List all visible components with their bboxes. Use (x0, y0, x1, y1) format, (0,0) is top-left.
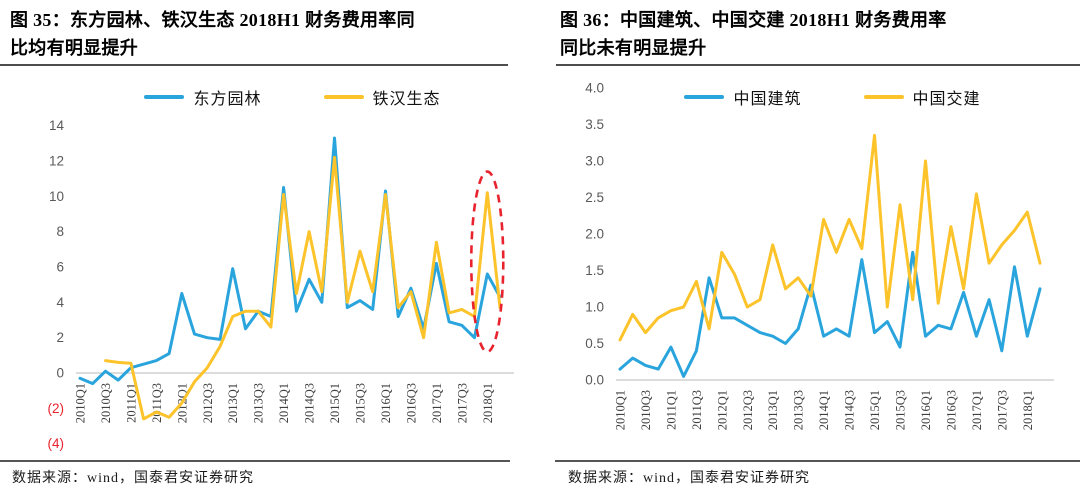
x-axis-tick-label: 2014Q3 (843, 390, 857, 430)
figure-36-title: 图 36：中国建筑、中国交建 2018H1 财务费用率 同比未有明显提升 (560, 6, 1072, 62)
x-axis-tick-label: 2011Q1 (664, 390, 678, 430)
figure-title-line1: 图 36：中国建筑、中国交建 2018H1 财务费用率 (560, 10, 947, 30)
figure-36-legend: 中国建筑 中国交建 (610, 85, 1055, 109)
legend-line-swatch (144, 95, 185, 99)
figure-35-legend: 东方园林 铁汉生态 (70, 85, 515, 109)
y-axis-tick-label: 0 (56, 366, 64, 381)
source-divider (0, 460, 510, 462)
x-axis-tick-label: 2013Q1 (766, 390, 780, 430)
x-axis-tick-label: 2013Q3 (252, 383, 266, 423)
x-axis-tick-label: 2010Q1 (74, 383, 88, 423)
y-axis-tick-label: 3.0 (585, 154, 604, 169)
legend-line-swatch (863, 95, 904, 99)
y-axis-tick-label: 3.5 (585, 117, 604, 132)
y-axis-tick-label: 1.0 (585, 300, 604, 315)
x-axis-tick-label: 2016Q1 (919, 390, 933, 430)
y-axis-tick-label: 0.5 (585, 336, 604, 351)
y-axis-tick-label: 4 (56, 295, 64, 310)
x-axis-tick-label: 2017Q3 (995, 390, 1009, 430)
figure-35-chart-area: 14 12 10 8 6 4 2 0 (2) (4) 2010Q1 2010Q3 2011Q1 2011Q… (0, 75, 540, 455)
title-divider (0, 64, 508, 66)
x-axis-tick-label: 2010Q3 (639, 390, 653, 430)
x-axis-tick-label: 2012Q1 (715, 390, 729, 430)
legend-item: 中国建筑 (684, 85, 801, 109)
x-axis-tick-label: 2010Q1 (614, 390, 628, 430)
figure-title-line2: 同比未有明显提升 (560, 38, 707, 58)
y-axis-tick-label: (4) (48, 436, 65, 451)
x-axis-tick-label: 2013Q1 (226, 383, 240, 423)
x-axis-tick-label: 2017Q3 (455, 383, 469, 423)
y-axis-tick-label: 2.0 (585, 227, 604, 242)
x-axis-tick-label: 2014Q3 (303, 383, 317, 423)
legend-item: 东方园林 (144, 85, 261, 109)
x-axis-tick-label: 2018Q1 (481, 383, 495, 423)
x-axis-tick-label: 2010Q3 (99, 383, 113, 423)
figure-title-line2: 比均有明显提升 (10, 38, 139, 58)
legend-line-swatch (684, 95, 725, 99)
x-axis-tick-label: 2013Q3 (792, 390, 806, 430)
legend-label: 东方园林 (193, 91, 262, 108)
figure-title-line1: 图 35：东方园林、铁汉生态 2018H1 财务费用率同 (10, 10, 415, 30)
x-axis-tick-label: 2011Q3 (150, 383, 164, 423)
figure-35-panel: 图 35：东方园林、铁汉生态 2018H1 财务费用率同 比均有明显提升 14 1… (0, 6, 540, 486)
x-axis-tick-label: 2014Q1 (277, 383, 291, 423)
legend-item: 中国交建 (863, 85, 981, 109)
title-divider (556, 64, 1080, 66)
series-line-0 (618, 250, 1042, 378)
legend-line-swatch (323, 95, 364, 99)
y-axis-tick-label: 4.0 (585, 81, 604, 96)
x-axis-tick-label: 2015Q3 (354, 383, 368, 423)
source-divider (555, 460, 1080, 462)
x-axis-tick-label: 2016Q3 (404, 383, 418, 423)
y-axis-tick-label: 12 (49, 153, 64, 168)
y-axis-tick-label: 10 (49, 189, 64, 204)
x-axis-tick-label: 2016Q1 (379, 383, 393, 423)
x-axis-tick-label: 2011Q1 (124, 383, 138, 423)
y-axis-tick-label: (2) (48, 401, 65, 416)
x-axis-tick-label: 2015Q1 (328, 383, 342, 423)
data-source-note: 数据来源：wind，国泰君安证券研究 (568, 471, 810, 486)
y-axis-tick-label: 1.5 (585, 263, 604, 278)
y-axis-tick-label: 2.5 (585, 190, 604, 205)
figure-36-panel: 图 36：中国建筑、中国交建 2018H1 财务费用率 同比未有明显提升 4.0… (540, 0, 1080, 498)
y-axis-tick-label: 0.0 (585, 373, 604, 388)
y-axis-tick-label: 6 (56, 259, 64, 274)
x-axis-tick-label: 2015Q3 (894, 390, 908, 430)
x-axis-tick-label: 2017Q1 (970, 390, 984, 430)
highlight-ellipse (469, 170, 505, 354)
y-axis-tick-label: 2 (56, 330, 64, 345)
x-axis-tick-label: 2011Q3 (690, 390, 704, 430)
y-axis-tick-label: 14 (49, 118, 65, 133)
series-line-1 (618, 133, 1042, 342)
x-axis-tick-label: 2012Q3 (201, 383, 215, 423)
legend-item: 铁汉生态 (323, 85, 441, 109)
x-axis-tick-label: 2017Q1 (430, 383, 444, 423)
legend-label: 中国建筑 (733, 91, 802, 108)
legend-label: 中国交建 (912, 91, 981, 108)
figure-35-title: 图 35：东方园林、铁汉生态 2018H1 财务费用率同 比均有明显提升 (10, 6, 510, 62)
series-line-1 (104, 155, 502, 421)
figure-36-chart-canvas: 4.0 3.5 3.0 2.5 2.0 1.5 1.0 0.5 0.0 2010Q1 2010Q3 2… (585, 81, 1054, 430)
x-axis-tick-label: 2016Q3 (944, 390, 958, 430)
x-axis-tick-label: 2014Q1 (817, 390, 831, 430)
data-source-note: 数据来源：wind，国泰君安证券研究 (12, 471, 254, 486)
series-line-0 (78, 136, 502, 386)
figure-35-chart-canvas: 14 12 10 8 6 4 2 0 (2) (4) 2010Q1 2010Q3 2011Q1 2011Q… (48, 118, 514, 451)
legend-label: 铁汉生态 (372, 91, 441, 108)
x-axis-tick-label: 2018Q1 (1021, 390, 1035, 430)
x-axis-tick-label: 2012Q3 (741, 390, 755, 430)
figure-36-chart-area: 4.0 3.5 3.0 2.5 2.0 1.5 1.0 0.5 0.0 2010Q1 2010Q3 2… (540, 75, 1080, 455)
x-axis-tick-label: 2015Q1 (868, 390, 882, 430)
y-axis-tick-label: 8 (56, 224, 64, 239)
